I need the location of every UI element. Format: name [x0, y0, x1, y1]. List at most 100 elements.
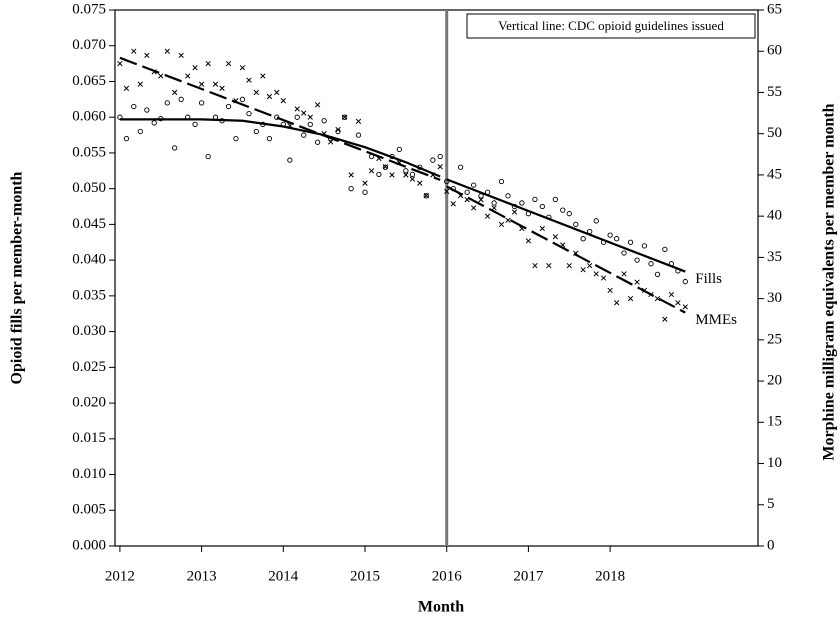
- y2-tick-label: 60: [767, 43, 782, 59]
- annotation-box: [466, 13, 756, 39]
- point: [532, 196, 538, 203]
- point: [239, 65, 246, 71]
- series-label: MMEs: [695, 312, 737, 328]
- point: [417, 180, 423, 186]
- point: [614, 300, 620, 306]
- point: [573, 221, 579, 228]
- point: [382, 164, 389, 170]
- point: [491, 205, 497, 211]
- y-tick-label: 0.030: [72, 323, 106, 339]
- point: [539, 225, 545, 232]
- point: [307, 121, 313, 127]
- point: [178, 96, 184, 102]
- point: [294, 114, 300, 120]
- point: [423, 193, 429, 199]
- point: [505, 193, 511, 199]
- point: [627, 239, 634, 245]
- point: [123, 85, 130, 91]
- point: [566, 211, 572, 217]
- point: [219, 85, 225, 91]
- y2-tick-label: 10: [767, 455, 782, 471]
- point: [233, 135, 239, 142]
- point: [144, 52, 150, 59]
- y-tick-label: 0.020: [72, 395, 106, 411]
- point: [505, 217, 511, 223]
- point: [621, 271, 627, 277]
- point: [266, 135, 273, 142]
- point: [137, 81, 143, 87]
- point: [519, 200, 525, 206]
- point: [362, 180, 368, 186]
- point: [144, 107, 150, 113]
- point: [675, 300, 681, 306]
- point: [164, 100, 170, 106]
- x-tick-label: 2016: [432, 568, 463, 584]
- y-tick-label: 0.050: [72, 180, 106, 196]
- point: [192, 65, 198, 71]
- point: [314, 102, 321, 108]
- y-tick-label: 0.005: [72, 502, 106, 518]
- y-tick-label: 0.025: [72, 359, 106, 375]
- point: [634, 279, 640, 285]
- point: [532, 262, 538, 269]
- point: [498, 221, 505, 228]
- y2-tick-label: 65: [767, 1, 782, 17]
- y-tick-label: 0.075: [72, 1, 106, 17]
- point: [621, 250, 627, 256]
- y-tick-label: 0.010: [72, 466, 106, 482]
- y-tick-label: 0.060: [72, 109, 106, 125]
- point: [131, 48, 137, 54]
- point: [423, 192, 429, 199]
- x-tick-label: 2013: [187, 568, 217, 584]
- point: [205, 153, 211, 160]
- x-tick-label: 2012: [105, 568, 135, 584]
- point: [654, 271, 661, 278]
- point: [437, 153, 443, 160]
- point: [409, 176, 416, 182]
- point: [328, 139, 334, 145]
- point: [348, 172, 354, 178]
- x-tick-label: 2018: [595, 568, 625, 584]
- point: [307, 114, 313, 120]
- y2-tick-label: 0: [767, 537, 775, 553]
- point: [335, 126, 341, 133]
- point: [539, 203, 545, 210]
- x-tick-label: 2017: [513, 568, 544, 584]
- point: [253, 128, 259, 135]
- point: [450, 201, 456, 207]
- point: [668, 291, 675, 298]
- point: [185, 73, 191, 79]
- point: [287, 157, 293, 163]
- y2-tick-label: 15: [767, 414, 782, 430]
- point: [552, 234, 559, 240]
- point: [225, 103, 232, 110]
- point: [389, 172, 395, 178]
- y2-tick-label: 40: [767, 208, 782, 224]
- point: [471, 182, 477, 188]
- point: [444, 188, 450, 195]
- y-tick-label: 0.070: [72, 37, 106, 53]
- point: [171, 89, 178, 96]
- point: [444, 178, 450, 185]
- y-axis-title: Opioid fills per member-month: [9, 171, 26, 384]
- point: [430, 172, 436, 178]
- point: [525, 238, 532, 244]
- point: [430, 157, 436, 163]
- point: [246, 77, 252, 83]
- point: [212, 81, 219, 87]
- point: [641, 243, 648, 249]
- point: [654, 295, 661, 302]
- point: [587, 262, 593, 269]
- point: [158, 73, 164, 79]
- point: [137, 128, 143, 135]
- point: [498, 178, 505, 185]
- x-tick-label: 2015: [350, 568, 380, 584]
- point: [648, 261, 654, 267]
- point: [178, 52, 184, 59]
- point: [627, 295, 634, 302]
- point: [580, 236, 586, 242]
- x-tick-label: 2014: [268, 568, 299, 584]
- point: [171, 145, 178, 151]
- point: [164, 48, 170, 54]
- point: [682, 304, 688, 310]
